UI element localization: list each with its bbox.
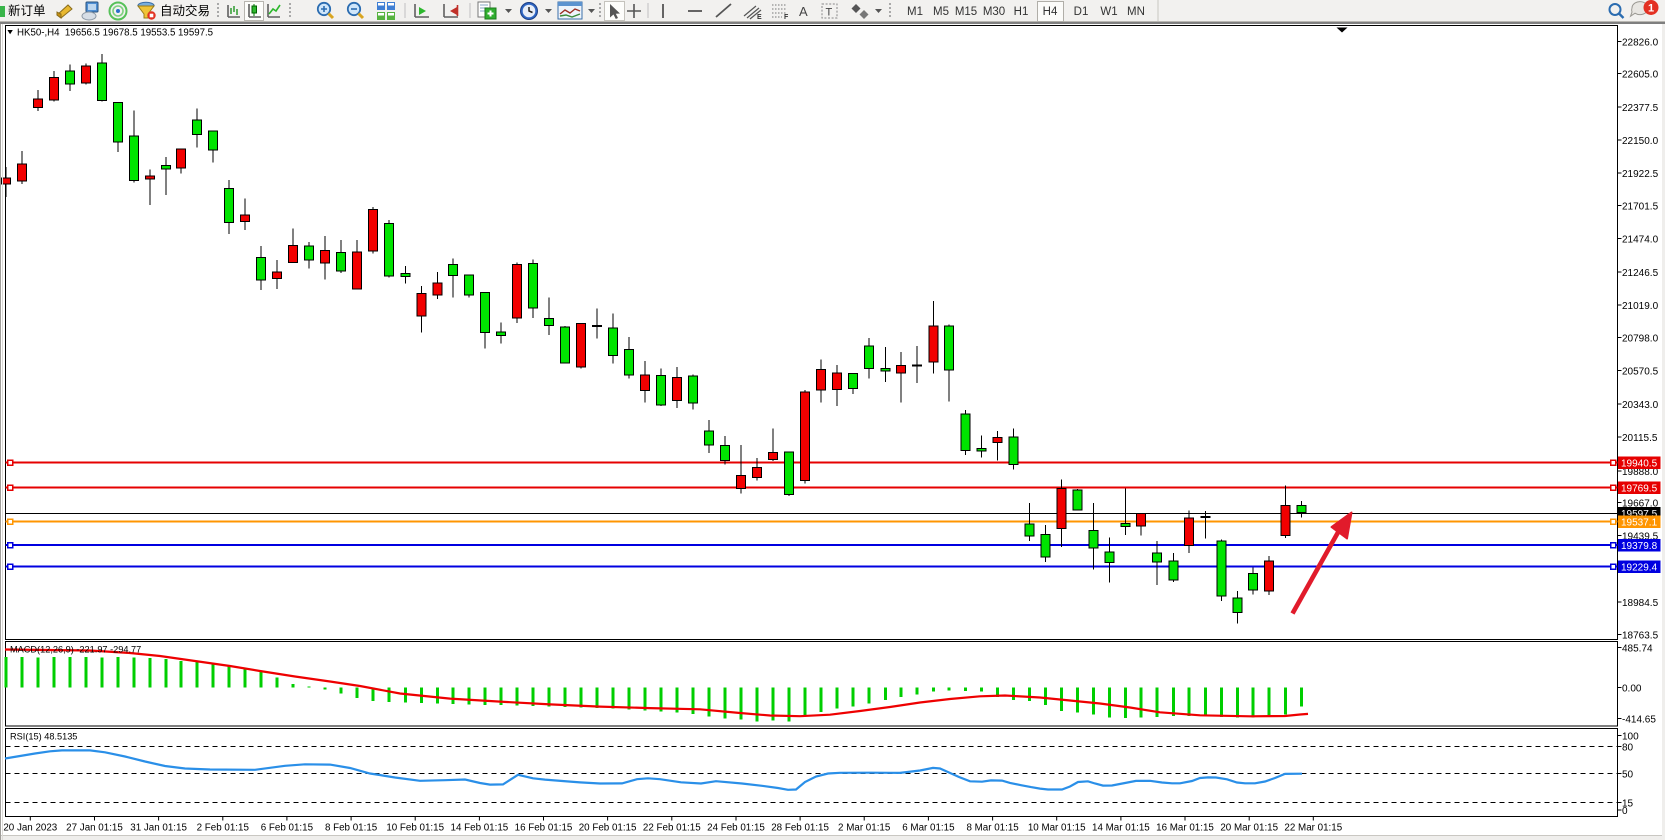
svg-text:10 Mar 01:15: 10 Mar 01:15 bbox=[1028, 823, 1086, 834]
svg-text:-414.65: -414.65 bbox=[1622, 715, 1656, 726]
svg-text:31 Jan 01:15: 31 Jan 01:15 bbox=[130, 823, 187, 834]
svg-text:0: 0 bbox=[1622, 806, 1628, 817]
svg-text:T: T bbox=[826, 7, 833, 19]
svg-text:20 Jan 2023: 20 Jan 2023 bbox=[3, 823, 57, 834]
svg-text:22150.0: 22150.0 bbox=[1622, 136, 1659, 147]
svg-text:22377.5: 22377.5 bbox=[1622, 103, 1659, 114]
svg-text:19667.0: 19667.0 bbox=[1622, 499, 1659, 510]
svg-text:E: E bbox=[757, 14, 762, 21]
svg-text:19439.5: 19439.5 bbox=[1622, 532, 1659, 543]
svg-text:HK50-,H4 19656.5 19678.5 1955: HK50-,H4 19656.5 19678.5 19553.5 19597.5 bbox=[17, 27, 213, 38]
svg-text:6 Mar 01:15: 6 Mar 01:15 bbox=[902, 823, 955, 834]
svg-text:80: 80 bbox=[1622, 743, 1634, 754]
svg-text:M30: M30 bbox=[983, 6, 1005, 18]
svg-text:M1: M1 bbox=[907, 6, 923, 18]
svg-text:H4: H4 bbox=[1043, 6, 1058, 18]
svg-text:MN: MN bbox=[1127, 6, 1145, 18]
svg-text:20343.0: 20343.0 bbox=[1622, 400, 1659, 411]
svg-text:1: 1 bbox=[1648, 3, 1654, 15]
svg-text:19229.4: 19229.4 bbox=[1621, 563, 1658, 574]
svg-text:24 Feb 01:15: 24 Feb 01:15 bbox=[707, 823, 765, 834]
svg-text:20 Feb 01:15: 20 Feb 01:15 bbox=[579, 823, 637, 834]
svg-text:2 Feb 01:15: 2 Feb 01:15 bbox=[197, 823, 250, 834]
svg-text:22 Mar 01:15: 22 Mar 01:15 bbox=[1284, 823, 1342, 834]
svg-text:22605.0: 22605.0 bbox=[1622, 70, 1659, 81]
svg-text:8 Feb 01:15: 8 Feb 01:15 bbox=[325, 823, 378, 834]
svg-text:19940.5: 19940.5 bbox=[1621, 459, 1658, 470]
svg-text:100: 100 bbox=[1622, 732, 1639, 743]
svg-text:19537.1: 19537.1 bbox=[1621, 518, 1658, 529]
svg-text:21019.0: 21019.0 bbox=[1622, 301, 1659, 312]
svg-text:50: 50 bbox=[1622, 769, 1634, 780]
svg-text:21922.5: 21922.5 bbox=[1622, 169, 1659, 180]
svg-text:2 Mar 01:15: 2 Mar 01:15 bbox=[838, 823, 891, 834]
svg-text:自动交易: 自动交易 bbox=[160, 3, 210, 18]
svg-text:D1: D1 bbox=[1074, 6, 1089, 18]
svg-text:A: A bbox=[799, 4, 808, 19]
svg-text:15: 15 bbox=[1622, 799, 1634, 810]
svg-text:21246.5: 21246.5 bbox=[1622, 268, 1659, 279]
svg-text:19769.5: 19769.5 bbox=[1621, 484, 1658, 495]
svg-text:16 Feb 01:15: 16 Feb 01:15 bbox=[515, 823, 573, 834]
svg-text:H1: H1 bbox=[1014, 6, 1029, 18]
svg-text:14 Mar 01:15: 14 Mar 01:15 bbox=[1092, 823, 1150, 834]
svg-text:28 Feb 01:15: 28 Feb 01:15 bbox=[771, 823, 829, 834]
svg-text:M15: M15 bbox=[955, 6, 977, 18]
svg-text:F: F bbox=[784, 14, 789, 21]
svg-text:14 Feb 01:15: 14 Feb 01:15 bbox=[451, 823, 509, 834]
svg-text:10 Feb 01:15: 10 Feb 01:15 bbox=[386, 823, 444, 834]
svg-text:22 Feb 01:15: 22 Feb 01:15 bbox=[643, 823, 701, 834]
svg-text:6 Feb 01:15: 6 Feb 01:15 bbox=[261, 823, 314, 834]
svg-text:8 Mar 01:15: 8 Mar 01:15 bbox=[966, 823, 1019, 834]
svg-text:RSI(15) 48.5135: RSI(15) 48.5135 bbox=[10, 732, 77, 742]
svg-text:20570.5: 20570.5 bbox=[1622, 367, 1659, 378]
svg-text:19379.8: 19379.8 bbox=[1621, 541, 1658, 552]
svg-text:21474.0: 21474.0 bbox=[1622, 235, 1659, 246]
svg-text:20115.5: 20115.5 bbox=[1622, 433, 1658, 444]
svg-text:19597.5: 19597.5 bbox=[1621, 509, 1658, 520]
svg-text:MACD(12,26,9) -221.97 -294.77: MACD(12,26,9) -221.97 -294.77 bbox=[10, 645, 141, 655]
svg-text:20798.0: 20798.0 bbox=[1622, 333, 1659, 344]
svg-text:W1: W1 bbox=[1100, 6, 1117, 18]
svg-text:M5: M5 bbox=[933, 6, 949, 18]
svg-text:21701.5: 21701.5 bbox=[1622, 202, 1659, 213]
svg-text:新订单: 新订单 bbox=[8, 3, 46, 18]
svg-text:19888.0: 19888.0 bbox=[1622, 467, 1659, 478]
svg-text:0.00: 0.00 bbox=[1622, 684, 1642, 695]
svg-text:20 Mar 01:15: 20 Mar 01:15 bbox=[1220, 823, 1278, 834]
svg-text:16 Mar 01:15: 16 Mar 01:15 bbox=[1156, 823, 1214, 834]
svg-text:18984.5: 18984.5 bbox=[1622, 598, 1659, 609]
svg-text:22826.0: 22826.0 bbox=[1622, 37, 1659, 48]
svg-text:27 Jan 01:15: 27 Jan 01:15 bbox=[66, 823, 123, 834]
svg-text:18763.5: 18763.5 bbox=[1622, 630, 1659, 641]
svg-text:485.74: 485.74 bbox=[1622, 644, 1653, 655]
